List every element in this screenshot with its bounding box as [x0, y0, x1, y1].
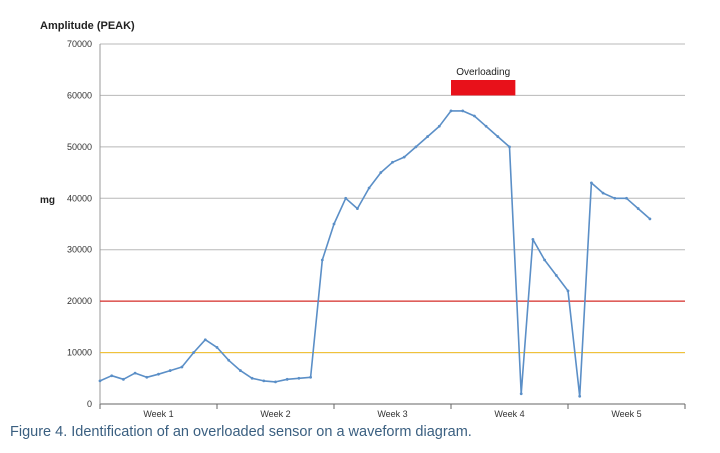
data-point [133, 371, 137, 375]
overload-annotation: Overloading [451, 67, 516, 96]
x-tick-label: Week 3 [377, 409, 407, 419]
x-tick-label: Week 5 [611, 409, 641, 419]
gridlines [100, 43, 685, 354]
data-point [496, 135, 500, 138]
data-point [157, 372, 160, 376]
overload-marker [451, 80, 516, 96]
data-point [344, 196, 348, 200]
data-point [320, 258, 324, 262]
reference-lines [100, 300, 685, 354]
data-point [122, 377, 125, 381]
y-tick-label: 70000 [67, 39, 92, 49]
series-line [99, 110, 651, 398]
data-point [367, 186, 371, 190]
y-tick-label: 50000 [67, 142, 92, 152]
y-tick-label: 10000 [67, 348, 92, 358]
data-point [566, 289, 570, 293]
y-axis-label: mg [40, 195, 55, 206]
data-point [215, 346, 219, 349]
data-point [227, 358, 231, 362]
data-point [426, 135, 429, 138]
data-point [250, 376, 254, 380]
x-tick-label: Week 2 [260, 409, 290, 419]
data-point [601, 191, 605, 195]
data-point [613, 196, 617, 200]
overload-label: Overloading [456, 67, 510, 78]
data-point [180, 365, 184, 369]
data-point [473, 114, 476, 118]
data-point [239, 369, 242, 372]
y-tick-label: 40000 [67, 193, 92, 203]
data-point [519, 392, 523, 396]
data-point [461, 109, 465, 113]
data-point [590, 181, 593, 185]
data-point [648, 217, 652, 221]
data-point [168, 369, 172, 372]
data-point [203, 338, 207, 342]
x-axis: Week 1 Week 2 Week 3 Week 4 Week 5 [99, 44, 686, 419]
data-point [192, 351, 196, 354]
series-layer [98, 109, 652, 398]
data-point [437, 124, 441, 128]
waveform-chart: Amplitude (PEAK) mg 0 10000 20000 30000 4000… [40, 20, 686, 419]
x-tick-label: Week 1 [143, 409, 173, 419]
data-point [110, 374, 114, 378]
figure-caption: Figure 4. Identification of an overloade… [10, 424, 472, 440]
y-tick-label: 20000 [67, 296, 92, 306]
y-tick-label: 30000 [67, 245, 92, 255]
data-point [414, 145, 418, 149]
data-point [484, 124, 488, 128]
y-tick-labels: 0 10000 20000 30000 40000 50000 60000 70000 [67, 39, 92, 409]
data-point [145, 375, 149, 379]
data-point [449, 109, 453, 113]
data-point [274, 380, 277, 384]
data-point [636, 207, 640, 210]
data-point [531, 238, 535, 241]
y-tick-label: 60000 [67, 90, 92, 100]
data-point [554, 274, 558, 277]
data-point [285, 377, 289, 381]
data-point [391, 160, 394, 164]
data-point [356, 207, 359, 210]
chart-title: Amplitude (PEAK) [40, 20, 135, 32]
data-point [262, 379, 266, 383]
data-point [297, 376, 301, 380]
data-point [625, 196, 628, 200]
data-point [98, 379, 102, 383]
data-point [508, 145, 511, 149]
data-point [543, 258, 546, 262]
data-point [309, 375, 312, 379]
data-point [402, 155, 406, 159]
y-tick-label: 0 [87, 399, 92, 409]
data-point [379, 171, 383, 174]
data-point [332, 222, 336, 226]
x-tick-label: Week 4 [494, 409, 524, 419]
data-point [578, 394, 582, 398]
